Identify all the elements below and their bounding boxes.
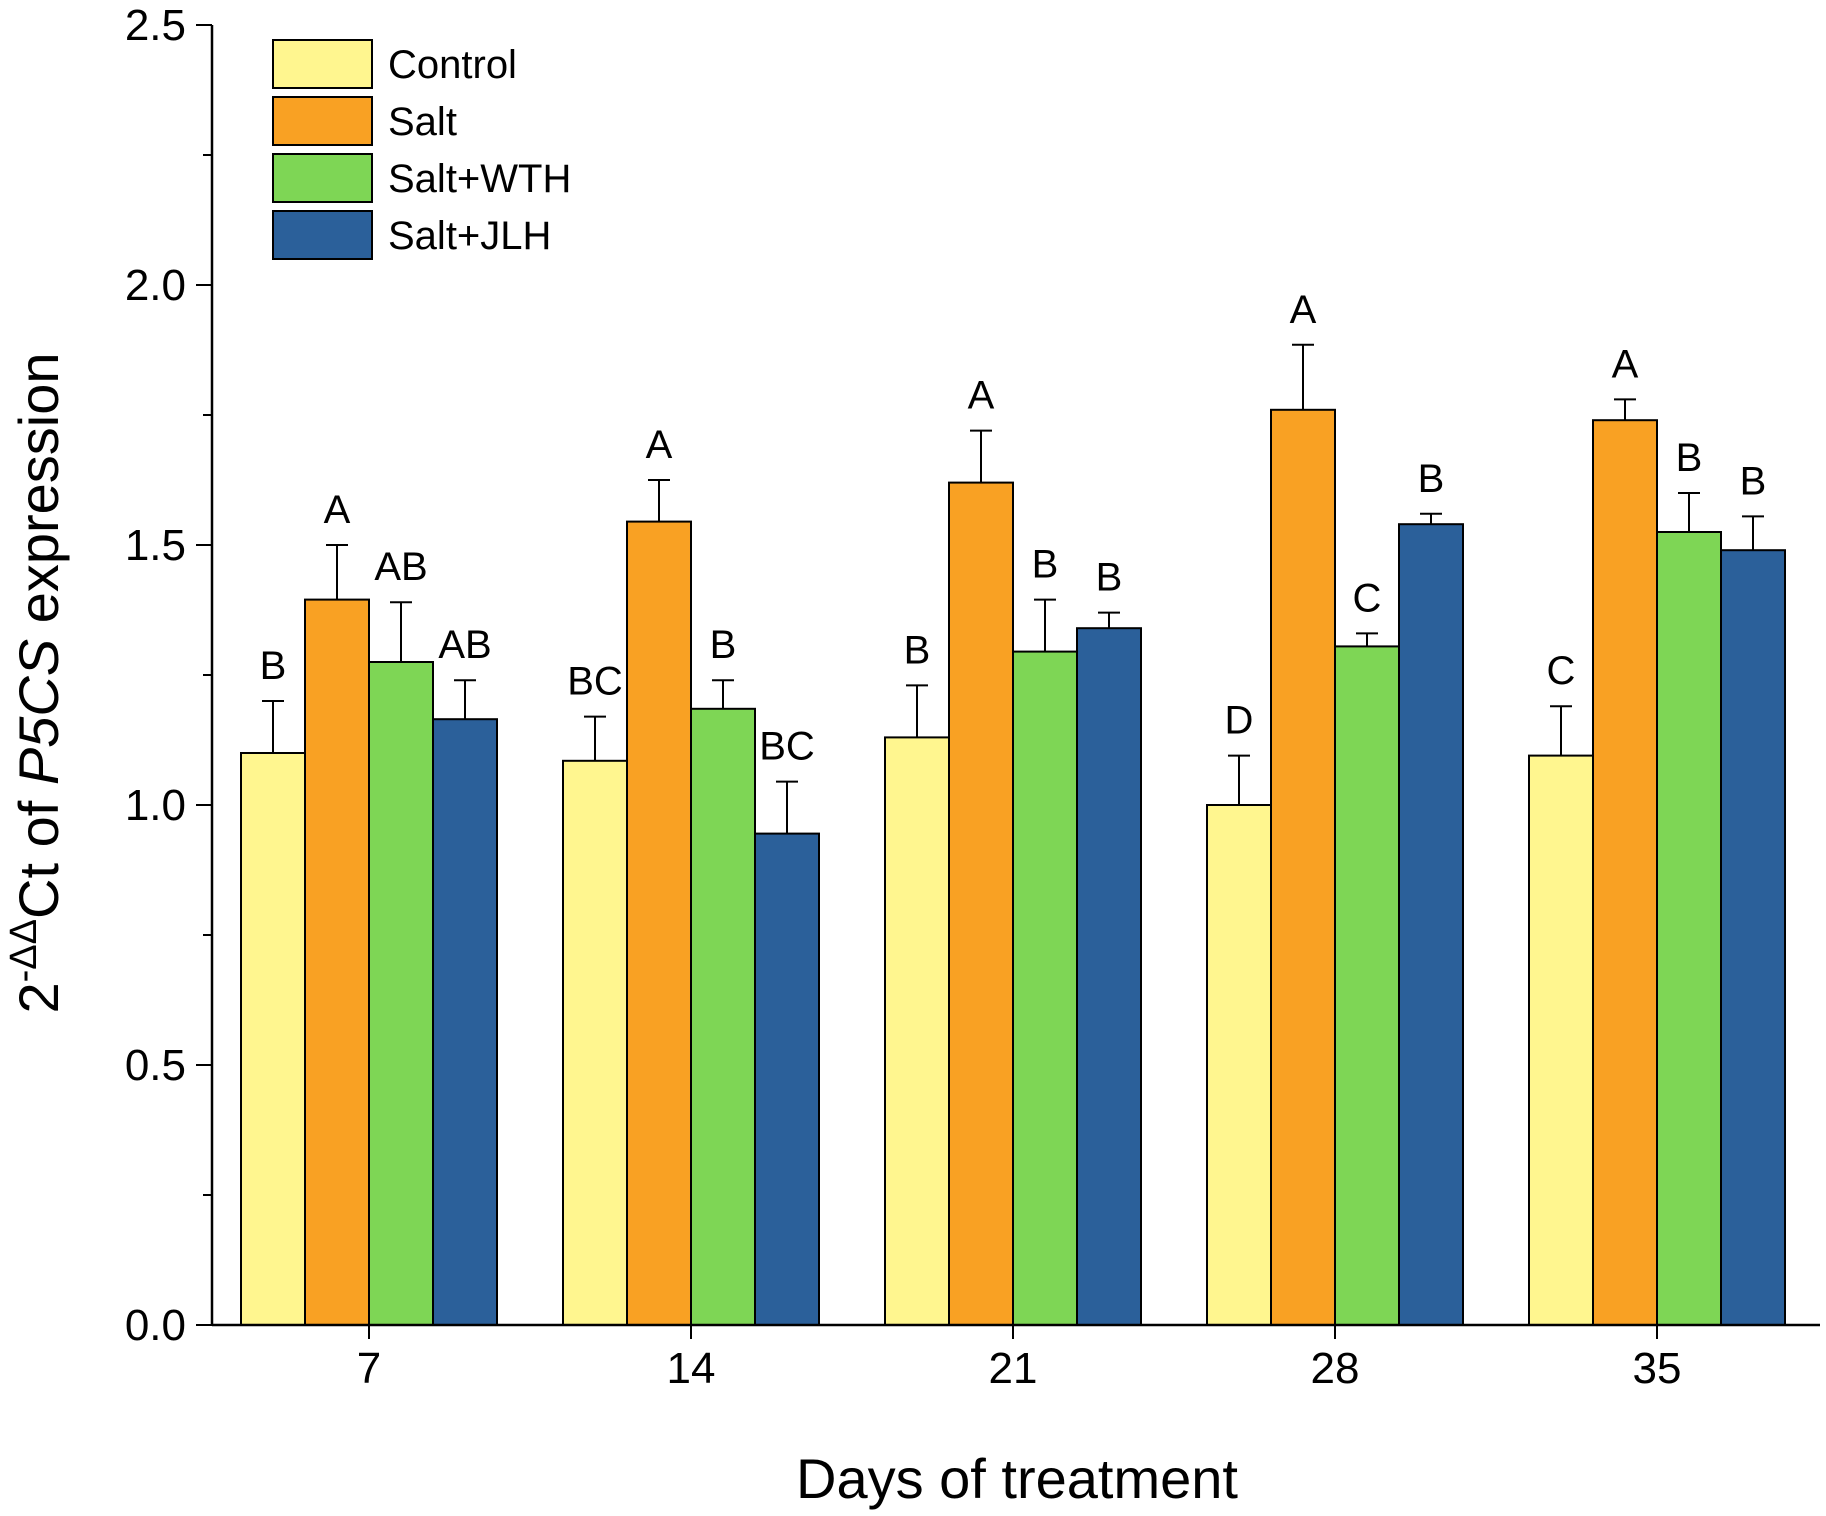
bar (368, 661, 434, 1326)
x-tick-label: 28 (1311, 1344, 1360, 1393)
bars-layer (240, 408, 1786, 1327)
bar (1656, 531, 1722, 1326)
bar (1592, 419, 1658, 1326)
bar (240, 752, 306, 1326)
significance-label: B (904, 628, 931, 672)
y-axis-title-suffix: expression (7, 352, 70, 638)
significance-label: AB (438, 623, 491, 667)
significance-label: C (1547, 649, 1576, 693)
bar (1206, 804, 1272, 1326)
bar (1076, 627, 1142, 1326)
y-axis-title-prefix: 2 (7, 982, 70, 1013)
significance-label: A (968, 374, 995, 418)
significance-label: B (1418, 457, 1445, 501)
y-axis-title: 2-ΔΔCt of P5CS expression (3, 352, 70, 1013)
bar (562, 759, 628, 1326)
significance-label: B (1740, 459, 1767, 503)
y-tick-label: 1.0 (125, 781, 186, 830)
bar (1398, 523, 1464, 1326)
x-tick-label: 35 (1633, 1344, 1682, 1393)
x-tick-label: 14 (667, 1344, 716, 1393)
bar (884, 736, 950, 1326)
significance-label: B (1096, 556, 1123, 600)
bar (304, 598, 370, 1326)
legend-swatch (272, 39, 373, 89)
bar (1528, 754, 1594, 1326)
bar (690, 707, 756, 1326)
bar (1012, 650, 1078, 1326)
x-tick-label: 21 (989, 1344, 1038, 1393)
y-tick-label: 1.5 (125, 521, 186, 570)
bar (1334, 645, 1400, 1326)
significance-label: C (1353, 576, 1382, 620)
legend: Control Salt Salt+WTH Salt+JLH (272, 39, 571, 260)
legend-label: Salt+WTH (388, 157, 571, 201)
significance-label: B (710, 623, 737, 667)
legend-label: Salt+JLH (388, 214, 551, 258)
bar (432, 718, 498, 1326)
significance-label: A (1290, 288, 1317, 332)
legend-swatch (272, 210, 373, 260)
significance-label: D (1225, 699, 1254, 743)
significance-label: AB (374, 545, 427, 589)
significance-label: B (260, 644, 287, 688)
axes-layer: 7 14 21 28 35 0.0 0.5 1.0 1.5 2.0 2.5 (125, 1, 1820, 1393)
significance-label: A (646, 423, 673, 467)
significance-label: B (1032, 543, 1059, 587)
y-tick-label: 0.0 (125, 1301, 186, 1350)
significance-label: A (1612, 342, 1639, 386)
legend-label: Control (388, 43, 517, 87)
x-axis-title: Days of treatment (796, 1447, 1238, 1510)
y-axis-title-gene: P5CS (7, 639, 70, 785)
y-tick-label: 2.5 (125, 1, 186, 50)
y-tick-label: 0.5 (125, 1041, 186, 1090)
significance-label: BC (759, 725, 815, 769)
legend-swatch (272, 153, 373, 203)
legend-label: Salt (388, 100, 457, 144)
bar (626, 520, 692, 1326)
significance-label: A (324, 488, 351, 532)
bar (948, 481, 1014, 1327)
legend-swatch (272, 96, 373, 146)
bar (1270, 408, 1336, 1326)
error-bars-layer (262, 343, 1764, 834)
y-axis-title-superscript: -ΔΔ (3, 919, 45, 982)
bar (1720, 549, 1786, 1326)
x-tick-label: 7 (357, 1344, 381, 1393)
y-tick-label: 2.0 (125, 261, 186, 310)
significance-label: BC (567, 660, 623, 704)
significance-label: B (1676, 436, 1703, 480)
bar (754, 832, 820, 1326)
y-axis-title-middle: Ct of (7, 785, 70, 919)
